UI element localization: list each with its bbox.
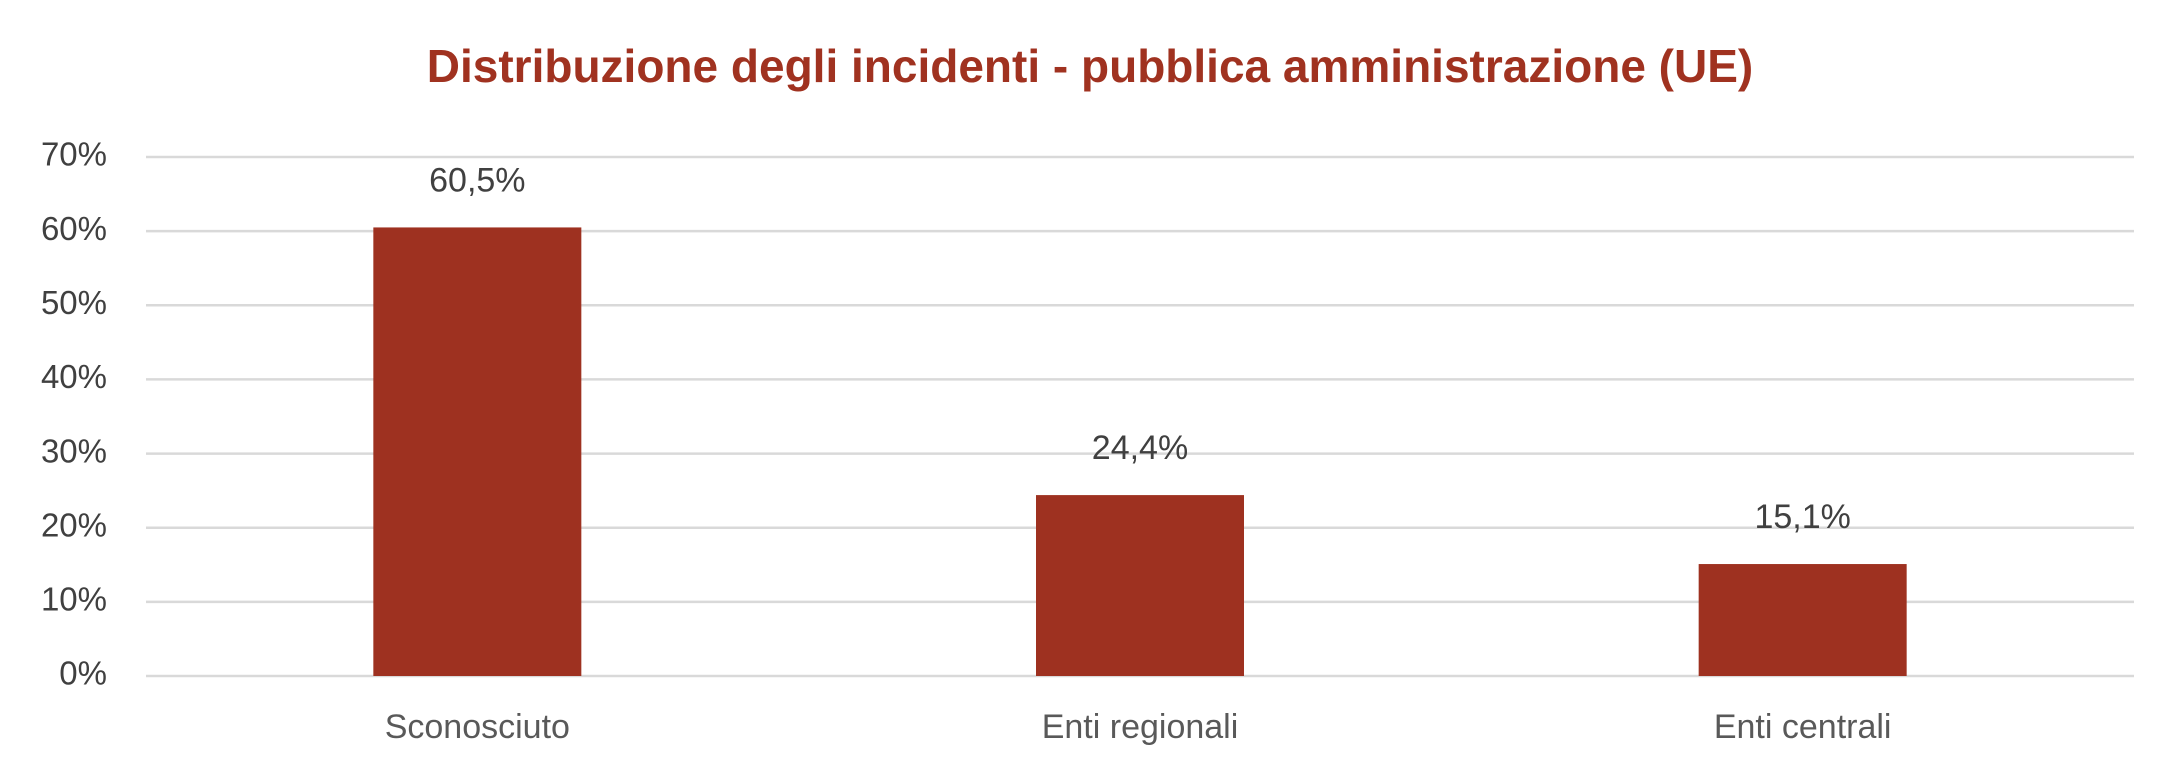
- x-tick-label: Enti regionali: [1042, 708, 1239, 746]
- bar: [373, 227, 582, 676]
- chart-title: Distribuzione degli incidenti - pubblica…: [427, 40, 1753, 92]
- x-tick-label: Enti centrali: [1714, 708, 1892, 746]
- y-tick-label: 60%: [41, 210, 107, 247]
- y-tick-label: 30%: [41, 432, 107, 469]
- value-label: 24,4%: [1092, 429, 1188, 467]
- bar: [1698, 564, 1907, 676]
- y-tick-label: 40%: [41, 358, 107, 395]
- x-tick-label: Sconosciuto: [385, 708, 570, 746]
- bar: [1036, 495, 1244, 676]
- y-tick-label: 50%: [41, 284, 107, 321]
- y-tick-label: 70%: [41, 136, 107, 173]
- y-tick-label: 20%: [41, 506, 107, 543]
- value-label: 15,1%: [1754, 498, 1850, 536]
- value-label: 60,5%: [429, 161, 525, 199]
- y-tick-label: 10%: [41, 581, 107, 618]
- y-tick-label: 0%: [59, 655, 107, 692]
